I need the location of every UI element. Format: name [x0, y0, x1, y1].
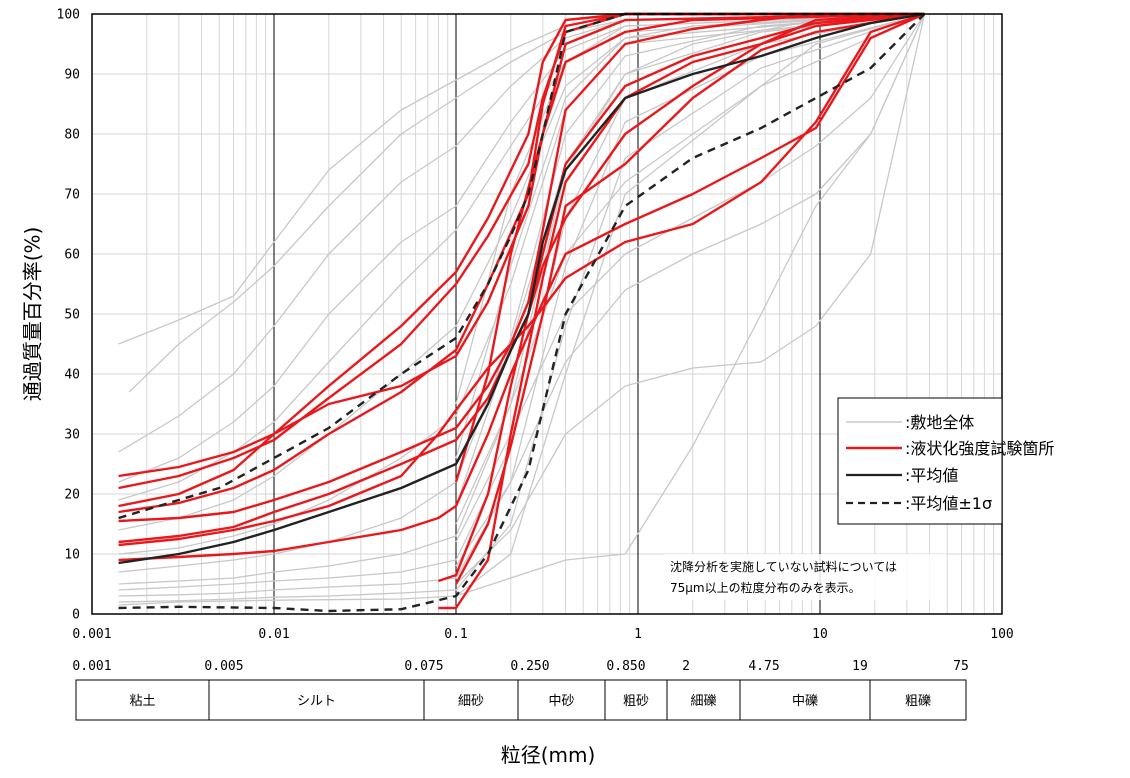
annotation-line-1: 沈降分析を実施していない試料については: [670, 559, 897, 574]
y-tick-label: 30: [64, 428, 80, 443]
plus-sigma-line-1: [118, 12, 925, 520]
y-tick-label: 0: [72, 608, 80, 623]
soil-boundary-label: 19: [852, 659, 868, 674]
mean-series-group: [118, 12, 926, 613]
legend-label-liquefaction: :液状化強度試験箇所: [905, 439, 1054, 458]
y-tick-label: 60: [64, 248, 80, 263]
site-wide-line-18: [118, 13, 925, 483]
y-tick-label: 80: [64, 128, 80, 143]
soil-boundary-label: 0.250: [510, 659, 549, 674]
annotation-line-2: 75μm以上の粒度分布のみを表示。: [670, 580, 861, 595]
x-axis-title: 粒径(mm): [501, 743, 596, 767]
plot-frame: [91, 13, 1003, 615]
x-tick-labels: 0.001 0.01 0.1 1 10 100: [72, 627, 1013, 642]
site-wide-line-25: [118, 13, 925, 597]
liquefaction-line-4: [118, 12, 925, 490]
y-tick-label: 90: [64, 68, 80, 83]
liquefaction-line-9: [118, 12, 925, 547]
soil-class-cell: 粗礫: [905, 693, 931, 709]
y-tick-label: 100: [57, 8, 80, 23]
site-wide-line-23: [118, 13, 925, 585]
y-axis-title: 通過質量百分率(%): [21, 227, 45, 402]
site-wide-line-29: [455, 13, 926, 567]
legend-label-mean: :平均値: [905, 466, 958, 485]
legend: :敷地全体 :液状化強度試験箇所 :平均値 :平均値±1σ: [837, 397, 1054, 525]
liquefaction-line-6: [118, 12, 925, 514]
soil-boundary-label: 0.075: [404, 659, 443, 674]
y-tick-label: 40: [64, 368, 80, 383]
x-tick-label: 0.01: [258, 627, 289, 642]
site-wide-line-22: [118, 13, 925, 573]
soil-class-cell: 中礫: [792, 693, 818, 709]
site-wide-line-30: [455, 13, 926, 585]
soil-boundary-label: 75: [953, 659, 969, 674]
soil-boundary-label: 0.001: [72, 659, 111, 674]
y-tick-label: 70: [64, 188, 80, 203]
legend-box: [837, 397, 1003, 525]
site-wide-line-35: [455, 13, 925, 525]
liquefaction-line-14: [454, 12, 925, 483]
major-grid: [273, 14, 821, 614]
liquefaction-line-13: [454, 12, 925, 585]
y-tick-label: 10: [64, 548, 80, 563]
soil-boundary-labels: 0.001 0.005 0.075 0.250 0.850 2 4.75 19 75: [72, 659, 968, 674]
legend-label-site-wide: :敷地全体: [905, 413, 974, 432]
site-wide-line-16: [128, 13, 925, 393]
x-tick-label: 10: [812, 627, 828, 642]
x-tick-label: 0.001: [72, 627, 111, 642]
soil-boundary-label: 2: [682, 659, 690, 674]
soil-table-frame: [75, 679, 967, 721]
soil-boundary-label: 0.850: [606, 659, 645, 674]
y-tick-label: 50: [64, 308, 80, 323]
x-tick-label: 100: [990, 627, 1013, 642]
y-tick-label: 20: [64, 488, 80, 503]
x-tick-label: 1: [634, 627, 642, 642]
site-wide-line-31: [455, 13, 926, 597]
site-wide-line-28: [455, 13, 926, 543]
liquefaction-line-3: [118, 12, 925, 478]
soil-class-cell: 粘土: [129, 694, 155, 709]
soil-class-cell: 細礫: [690, 693, 716, 709]
soil-class-cell: シルト: [297, 694, 336, 709]
liquefaction-line-12: [438, 12, 925, 610]
soil-class-cell: 細砂: [458, 694, 484, 709]
soil-classification-table: 粘土 シルト 細砂 中砂 粗砂 細礫 中礫 粗礫: [75, 679, 967, 721]
mean-line-0: [118, 12, 925, 565]
soil-class-cell: 中砂: [548, 694, 574, 709]
soil-boundary-label: 4.75: [748, 659, 779, 674]
site-wide-line-17: [118, 13, 925, 453]
minus-sigma-line-2: [118, 13, 926, 613]
liquefaction-line-5: [118, 12, 925, 508]
liquefaction-line-11: [438, 12, 925, 583]
site-wide-series-group: [118, 13, 926, 606]
soil-class-cell: 粗砂: [623, 694, 649, 709]
site-wide-line-27: [118, 13, 925, 606]
liquefaction-line-10: [118, 12, 925, 562]
annotation-note: 沈降分析を実施していない試料については 75μm以上の粒度分布のみを表示。: [664, 554, 946, 600]
x-tick-label: 0.1: [444, 627, 467, 642]
legend-label-sigma: :平均値±1σ: [905, 494, 992, 513]
y-tick-labels: 0 10 20 30 40 50 60 70 80 90 100: [57, 8, 80, 623]
site-wide-line-20: [118, 13, 925, 531]
soil-boundary-label: 0.005: [204, 659, 243, 674]
